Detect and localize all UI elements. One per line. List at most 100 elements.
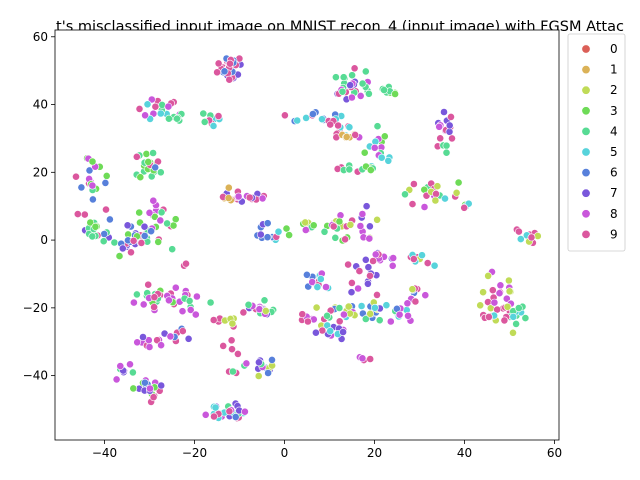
- data-point-class-9: [245, 193, 254, 202]
- data-point-class-9: [150, 293, 159, 302]
- data-point-class-4: [228, 367, 237, 376]
- data-point-class-8: [356, 222, 365, 230]
- data-point-class-9: [298, 310, 307, 319]
- data-point-class-9: [135, 105, 144, 113]
- data-point-class-9: [448, 134, 456, 143]
- data-point-class-8: [141, 111, 149, 120]
- data-point-class-3: [91, 222, 100, 231]
- data-point-class-9: [209, 316, 218, 324]
- data-point-class-8: [147, 95, 156, 104]
- legend-marker-7: [581, 188, 591, 198]
- data-point-class-6: [140, 378, 149, 387]
- data-point-class-4: [128, 368, 137, 377]
- data-point-class-4: [168, 245, 177, 254]
- plot-frame: [54, 29, 560, 441]
- data-point-class-8: [365, 234, 374, 243]
- data-point-class-3: [135, 208, 144, 217]
- data-point-class-2: [503, 302, 512, 311]
- data-point-class-5: [377, 153, 386, 162]
- data-point-class-8: [164, 102, 173, 111]
- data-point-class-8: [347, 93, 356, 102]
- data-point-class-8: [301, 226, 310, 234]
- data-point-class-2: [261, 306, 270, 315]
- legend-label-0: 0: [610, 42, 618, 56]
- data-point-class-5: [357, 302, 366, 310]
- data-point-class-5: [316, 275, 325, 283]
- data-point-class-4: [375, 316, 384, 325]
- data-point-class-9: [144, 280, 153, 289]
- data-point-class-8: [149, 196, 158, 205]
- data-point-class-9: [182, 259, 190, 268]
- x-tick-label: 60: [547, 446, 562, 460]
- data-point-class-2: [484, 271, 492, 280]
- data-point-class-4: [345, 165, 354, 174]
- data-point-class-4: [260, 296, 269, 305]
- data-point-class-2: [366, 309, 375, 318]
- data-point-class-8: [133, 338, 142, 347]
- data-point-class-4: [348, 71, 356, 80]
- data-point-class-9: [432, 189, 440, 198]
- data-point-class-6: [268, 355, 276, 364]
- legend-label-5: 5: [610, 145, 618, 159]
- data-point-class-7: [362, 202, 371, 211]
- data-point-class-1: [224, 194, 233, 202]
- data-point-class-6: [106, 215, 114, 224]
- data-point-class-9: [214, 59, 223, 68]
- data-point-class-8: [191, 310, 200, 319]
- data-point-class-8: [339, 310, 348, 319]
- data-point-class-4: [335, 304, 344, 312]
- data-point-class-7: [339, 328, 347, 336]
- data-point-class-8: [201, 410, 210, 419]
- data-point-class-4: [163, 219, 171, 228]
- data-point-class-3: [142, 149, 151, 158]
- legend: 0 1 2 3 4 5 6 7 8 9: [567, 33, 626, 252]
- data-point-class-3: [282, 224, 291, 233]
- data-point-class-9: [527, 233, 536, 242]
- data-point-class-9: [326, 120, 335, 129]
- data-point-class-5: [441, 194, 449, 203]
- data-point-class-5: [156, 109, 165, 118]
- data-point-class-2: [373, 215, 381, 224]
- data-point-class-9: [515, 227, 523, 236]
- y-tick-label: −20: [23, 301, 48, 315]
- data-point-class-2: [312, 303, 321, 312]
- data-point-class-4: [200, 118, 209, 126]
- data-point-class-4: [364, 89, 373, 98]
- data-point-class-3: [88, 157, 97, 166]
- legend-marker-8: [581, 209, 591, 219]
- data-point-class-2: [476, 301, 485, 310]
- data-point-class-5: [293, 116, 302, 125]
- data-point-class-9: [219, 341, 228, 350]
- data-point-class-8: [146, 384, 154, 393]
- data-point-class-9: [228, 345, 236, 354]
- data-point-class-8: [404, 311, 412, 320]
- data-point-class-8: [386, 317, 395, 326]
- data-point-class-2: [301, 218, 310, 227]
- data-point-class-2: [346, 220, 355, 229]
- data-point-class-3: [366, 166, 375, 174]
- data-point-class-3: [102, 171, 111, 180]
- data-point-class-9: [366, 355, 375, 363]
- data-point-class-8: [171, 283, 180, 292]
- data-point-class-9: [129, 236, 138, 245]
- data-point-class-9: [423, 259, 432, 267]
- data-point-class-3: [86, 218, 95, 227]
- data-point-class-4: [206, 298, 215, 307]
- data-point-class-6: [220, 67, 229, 76]
- legend-label-8: 8: [610, 207, 618, 221]
- y-tick-label: 60: [33, 30, 48, 44]
- data-point-class-9: [447, 113, 455, 121]
- data-point-class-9: [409, 255, 418, 263]
- data-point-class-8: [495, 289, 504, 298]
- data-point-class-7: [184, 334, 193, 343]
- data-point-class-8: [371, 250, 380, 259]
- data-point-class-9: [80, 210, 89, 219]
- data-point-class-9: [225, 407, 234, 416]
- data-point-class-7: [157, 381, 166, 390]
- legend-marker-3: [581, 106, 591, 116]
- data-point-class-9: [239, 308, 248, 317]
- x-tick-label: 0: [281, 446, 289, 460]
- data-point-class-8: [164, 296, 173, 305]
- data-point-class-5: [418, 251, 426, 260]
- data-point-class-6: [264, 369, 272, 377]
